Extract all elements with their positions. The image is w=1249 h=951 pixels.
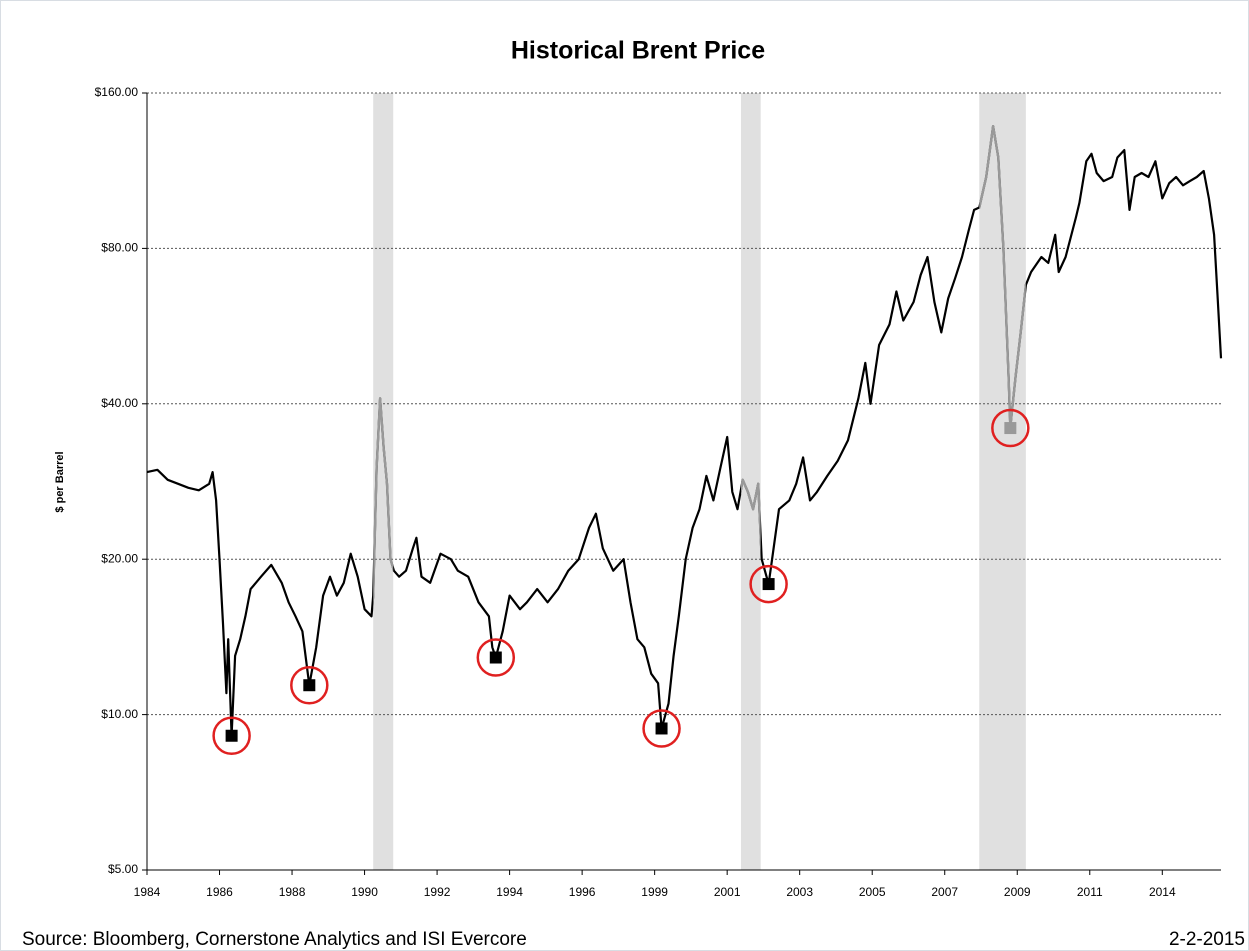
low-marker [655,722,668,735]
x-tick-label: 2011 [1077,885,1103,899]
low-circle [991,408,1030,448]
x-tick-label: 1999 [641,885,668,899]
low-marker [489,651,502,664]
low-circle [476,638,516,677]
price-line [146,125,1223,737]
shaded-period [979,93,1026,870]
x-tick-label: 1984 [134,885,161,899]
date-note: 2-2-2015 [1169,929,1245,950]
x-tick-label: 1996 [569,885,596,899]
chart-title: Historical Brent Price [511,37,765,65]
low-marker [762,578,775,591]
y-tick-label: $5.00 [108,862,138,876]
x-tick-label: 1988 [279,885,306,899]
x-tick-label: 2005 [859,885,886,899]
x-tick-label: 2007 [931,885,958,899]
x-tick-label: 2003 [786,885,813,899]
x-tick-label: 2009 [1004,885,1031,899]
low-marker [1004,422,1017,435]
x-tick-label: 1990 [351,885,378,899]
x-tick-label: 1992 [424,885,451,899]
low-circle [642,709,681,748]
x-tick-label: 2014 [1149,885,1176,899]
shaded-period [740,93,761,870]
y-tick-label: $20.00 [101,551,138,565]
x-tick-label: 2001 [714,885,741,899]
y-tick-label: $80.00 [101,241,138,255]
shaded-period [373,93,394,870]
low-circle [290,665,329,705]
low-marker [225,729,238,742]
y-tick-label: $10.00 [101,707,138,721]
low-circle [212,716,251,755]
x-tick-label: 1986 [206,885,233,899]
y-axis-label: $ per Barrel [54,451,66,512]
low-marker [303,679,316,692]
y-tick-label: $40.00 [101,396,138,410]
low-circle [749,564,788,604]
y-tick-label: $160.00 [95,85,139,99]
x-tick-label: 1994 [496,885,523,899]
source-note: Source: Bloomberg, Cornerstone Analytics… [22,929,527,950]
